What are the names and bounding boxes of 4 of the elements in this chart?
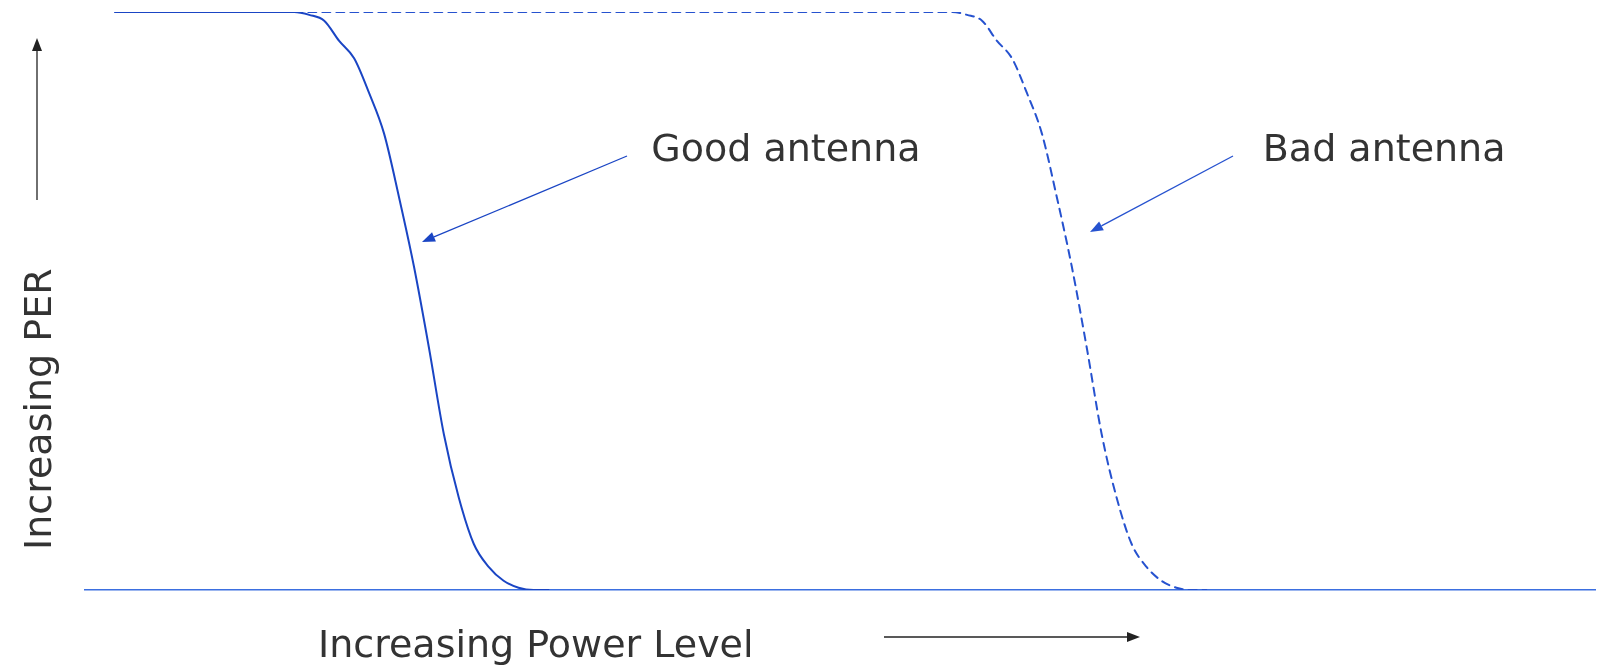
y-axis-title: Increasing PER (16, 268, 60, 550)
text: Good antenna (651, 125, 921, 170)
text: Bad antenna (1262, 125, 1506, 170)
x-axis-title: Increasing Power Level (318, 622, 754, 666)
